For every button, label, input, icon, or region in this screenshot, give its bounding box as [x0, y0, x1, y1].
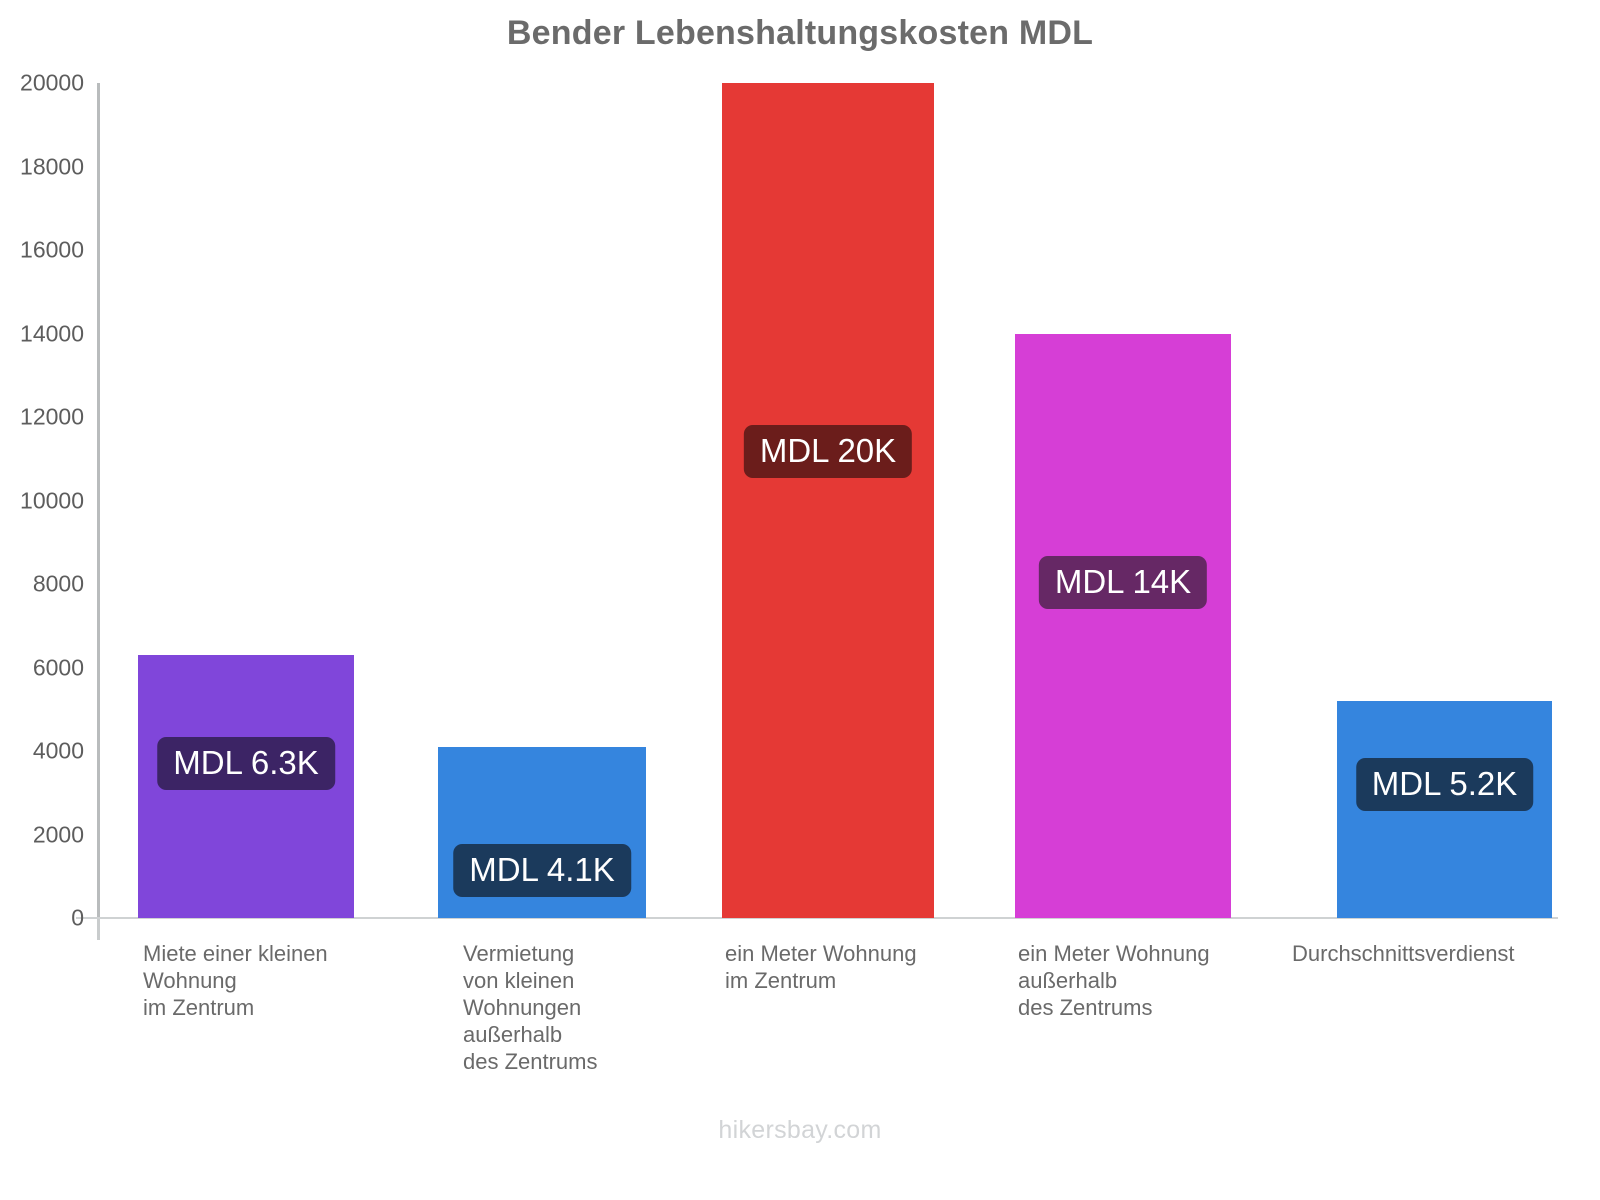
y-axis-line: [97, 83, 100, 918]
x-axis-category-label: Miete einer kleinen Wohnung im Zentrum: [143, 941, 328, 1020]
x-axis-category-label: Vermietung von kleinen Wohnungen außerha…: [463, 941, 598, 1074]
bar-column[interactable]: MDL 14K: [1015, 83, 1231, 918]
y-axis-tick-label: 6000: [32, 654, 84, 680]
y-axis-tick-label: 20000: [20, 69, 84, 96]
bar-column[interactable]: MDL 4.1K: [438, 83, 646, 918]
y-axis-tick-label: 2000: [32, 821, 84, 847]
y-axis-tick-label: 4000: [32, 737, 84, 764]
chart-title: Bender Lebenshaltungskosten MDL: [506, 14, 1094, 52]
bar-value-badge: MDL 4.1K: [453, 843, 631, 897]
y-axis-tick-label: 18000: [20, 153, 84, 179]
y-axis-tick-label: 8000: [32, 570, 84, 597]
bar-value-badge: MDL 5.2K: [1355, 757, 1534, 811]
x-axis-category-label: ein Meter Wohnung außerhalb des Zentrums: [1018, 941, 1210, 1020]
y-axis-tick-label: 0: [71, 904, 84, 931]
bar-value-badge: MDL 14K: [1038, 555, 1208, 609]
plot-area: MDL 6.3K MDL 4.1K MDL 20K MDL 14K MDL 5.2K: [97, 83, 1557, 918]
y-axis-tick-label: 14000: [20, 320, 84, 346]
watermark: hikersbay.com: [718, 1116, 882, 1144]
y-axis-tick-label: 16000: [20, 236, 84, 263]
bar-rect[interactable]: [1015, 333, 1231, 918]
x-axis-baseline: [76, 917, 1558, 919]
x-axis-category-label: ein Meter Wohnung im Zentrum: [725, 941, 917, 993]
y-axis-tick-label: 10000: [20, 487, 84, 513]
x-axis-category-label: Durchschnittsverdienst: [1292, 941, 1515, 966]
bar-column[interactable]: MDL 20K: [722, 83, 934, 918]
bar-value-badge: MDL 20K: [743, 425, 913, 478]
bar-column[interactable]: MDL 5.2K: [1337, 83, 1552, 918]
bar-value-badge: MDL 6.3K: [157, 736, 335, 790]
bar-rect[interactable]: [722, 83, 934, 918]
bar-column[interactable]: MDL 6.3K: [138, 83, 354, 918]
y-axis-tick-label: 12000: [20, 403, 84, 430]
y-axis-line-tail: [97, 918, 100, 940]
